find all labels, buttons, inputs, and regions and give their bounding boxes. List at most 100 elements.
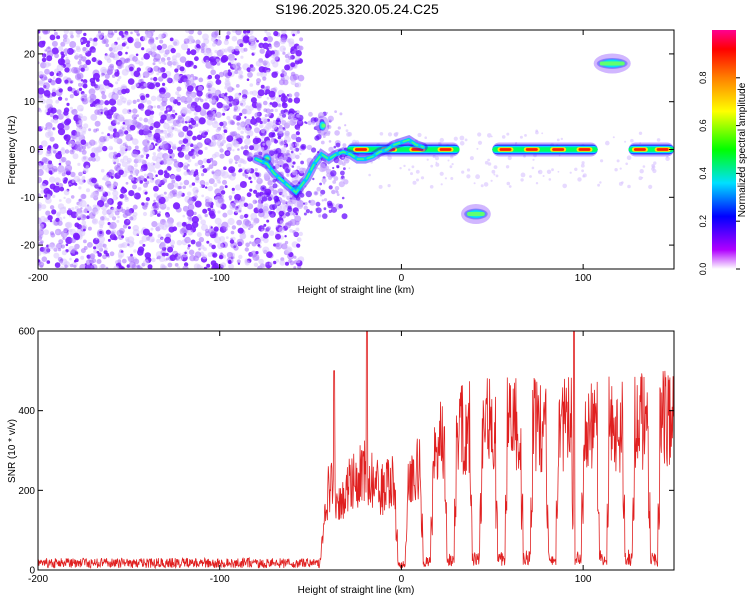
- noise-speckle: [275, 259, 280, 263]
- noise-speckle: [55, 152, 62, 160]
- noise-speckle: [163, 172, 170, 179]
- noise-speckle: [295, 131, 300, 136]
- noise-speckle: [181, 221, 187, 227]
- noise-speckle: [244, 116, 247, 119]
- transition-speckle: [265, 192, 270, 198]
- transition-speckle: [262, 205, 269, 212]
- noise-speckle: [210, 205, 214, 209]
- noise-speckle: [231, 190, 235, 195]
- colorbar-gradient: [712, 30, 736, 269]
- noise-speckle: [123, 100, 126, 104]
- noise-speckle: [49, 176, 56, 183]
- noise-speckle: [165, 257, 169, 261]
- carrier-segment: [346, 142, 460, 157]
- transition-speckle: [271, 132, 276, 138]
- noise-speckle: [263, 223, 267, 227]
- transition-speckle: [315, 201, 321, 207]
- noise-speckle: [223, 166, 227, 170]
- noise-speckle: [184, 236, 191, 244]
- transition-speckle: [279, 214, 282, 218]
- noise-speckle: [250, 118, 257, 125]
- noise-speckle: [219, 121, 224, 127]
- noise-speckle: [75, 53, 79, 57]
- noise-speckle: [60, 41, 66, 47]
- noise-speckle: [146, 172, 154, 180]
- noise-speckle: [253, 177, 257, 180]
- noise-speckle: [204, 213, 208, 218]
- noise-speckle: [92, 41, 98, 47]
- faint-speckle: [560, 137, 563, 141]
- spectrogram-y-tick-label: 10: [24, 97, 36, 108]
- noise-speckle: [162, 178, 168, 184]
- transition-speckle: [333, 176, 339, 181]
- noise-speckle: [73, 259, 77, 263]
- noise-speckle: [153, 65, 160, 72]
- noise-speckle: [78, 54, 83, 59]
- noise-speckle: [116, 219, 120, 223]
- noise-speckle: [116, 44, 124, 51]
- noise-speckle: [98, 99, 105, 106]
- noise-speckle: [211, 134, 218, 141]
- noise-speckle: [251, 241, 257, 247]
- noise-speckle: [235, 84, 240, 88]
- transition-speckle: [340, 170, 345, 176]
- noise-speckle: [221, 221, 229, 229]
- faint-speckle: [520, 178, 524, 182]
- faint-speckle: [387, 132, 393, 137]
- noise-speckle: [132, 108, 138, 114]
- faint-speckle: [399, 167, 402, 170]
- noise-speckle: [278, 226, 285, 233]
- noise-speckle: [299, 152, 302, 156]
- noise-speckle: [76, 47, 81, 53]
- noise-speckle: [263, 36, 268, 42]
- faint-speckle: [524, 134, 527, 137]
- transition-speckle: [326, 172, 332, 178]
- noise-speckle: [155, 156, 162, 164]
- faint-speckle: [493, 165, 498, 170]
- noise-speckle: [150, 77, 154, 81]
- transition-speckle: [342, 177, 345, 180]
- noise-speckle: [55, 99, 60, 104]
- noise-speckle: [42, 246, 50, 254]
- noise-speckle: [68, 140, 76, 148]
- noise-speckle: [199, 185, 203, 189]
- noise-speckle: [193, 173, 197, 177]
- noise-speckle: [134, 163, 138, 168]
- noise-speckle: [129, 170, 133, 174]
- carrier-band: [492, 147, 598, 152]
- transition-speckle: [307, 120, 313, 126]
- noise-speckle: [125, 57, 131, 63]
- noise-speckle: [246, 152, 253, 159]
- noise-speckle: [234, 92, 241, 99]
- noise-speckle: [144, 109, 152, 117]
- transition-speckle: [257, 202, 264, 209]
- noise-speckle: [173, 202, 181, 210]
- faint-speckle: [459, 135, 465, 141]
- noise-speckle: [271, 54, 276, 59]
- noise-speckle: [112, 216, 116, 220]
- noise-speckle: [206, 240, 210, 244]
- transition-speckle: [319, 163, 326, 169]
- noise-speckle: [126, 219, 130, 223]
- faint-speckle: [490, 179, 493, 182]
- noise-speckle: [95, 103, 101, 109]
- noise-speckle: [219, 148, 224, 153]
- noise-speckle: [245, 105, 250, 110]
- noise-speckle: [115, 196, 119, 200]
- noise-speckle: [169, 254, 177, 261]
- noise-speckle: [236, 62, 241, 67]
- transition-speckle: [282, 201, 286, 205]
- noise-speckle: [231, 35, 238, 42]
- noise-speckle: [171, 179, 176, 184]
- transition-speckle: [278, 156, 284, 161]
- noise-speckle: [279, 141, 284, 146]
- noise-speckle: [205, 92, 213, 99]
- transition-speckle: [269, 150, 275, 156]
- noise-speckle: [287, 98, 293, 103]
- noise-speckle: [49, 219, 53, 223]
- noise-speckle: [295, 227, 300, 232]
- spectrogram-x-tick-label: 100: [575, 273, 592, 284]
- noise-speckle: [182, 265, 189, 269]
- transition-speckle: [258, 196, 261, 199]
